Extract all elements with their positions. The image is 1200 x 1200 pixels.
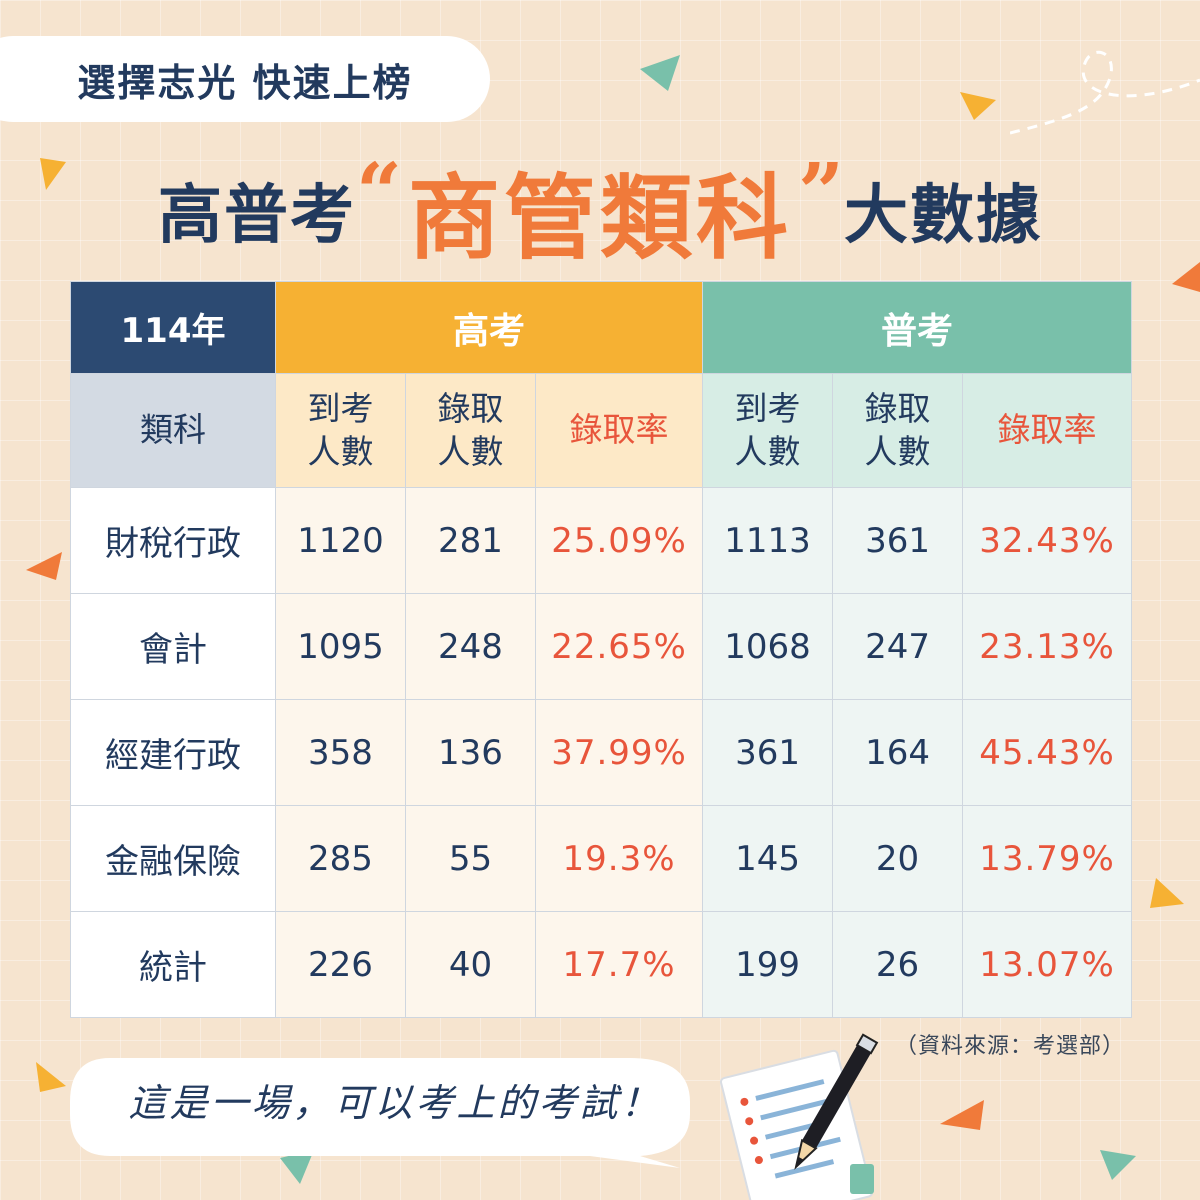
year-header: 114年 [70, 281, 276, 374]
triangle-decoration [1150, 878, 1184, 908]
triangle-decoration [36, 1062, 66, 1092]
col-admit-header: 錄取 人數 [405, 373, 536, 488]
tagline-pill: 選擇志光 快速上榜 [0, 36, 490, 122]
pencil-icon [794, 1033, 879, 1170]
triangle-decoration [960, 92, 996, 120]
dashed-loop-decoration [1010, 50, 1200, 135]
col-label-line: 人數 [734, 431, 801, 471]
high-admit-cell: 281 [405, 487, 536, 594]
triangle-decoration [280, 1150, 314, 1184]
triangle-decoration [26, 552, 62, 580]
speech-bubble [70, 1058, 690, 1168]
high-rate-cell: 22.65% [534, 593, 704, 700]
col-attend-header: 到考 人數 [275, 373, 406, 488]
col-rate-header: 錄取率 [534, 373, 704, 488]
high-rate-cell: 17.7% [534, 911, 704, 1018]
high-attend-cell: 358 [275, 699, 406, 806]
table-row: 財稅行政 1120 281 25.09% 1113 361 32.43% [70, 487, 1133, 594]
category-cell: 財稅行政 [70, 487, 276, 594]
high-admit-cell: 248 [405, 593, 536, 700]
data-source-note: （資料來源：考選部） [895, 1034, 1126, 1059]
normal-rate-cell: 13.07% [962, 911, 1133, 1018]
col-label-line: 到考 [734, 388, 801, 428]
normal-admit-cell: 247 [832, 593, 964, 700]
col-label-line: 錄取 [437, 388, 504, 428]
table-row: 統計 226 40 17.7% 199 26 13.07% [70, 911, 1133, 1018]
group-header-high: 高考 [274, 281, 704, 374]
high-admit-cell: 40 [405, 911, 536, 1018]
col-label-line: 到考 [307, 388, 374, 428]
normal-admit-cell: 361 [832, 487, 964, 594]
high-rate-cell: 25.09% [534, 487, 704, 594]
high-rate-cell: 19.3% [534, 805, 704, 912]
title-suffix: 大數據 [844, 179, 1043, 253]
normal-attend-cell: 145 [702, 805, 834, 912]
col-rate-header: 錄取率 [962, 373, 1133, 488]
col-label-line: 人數 [864, 431, 931, 471]
title-highlight: 商管類科 [407, 164, 792, 272]
triangle-decoration [940, 1100, 984, 1130]
high-attend-cell: 285 [275, 805, 406, 912]
normal-attend-cell: 1113 [702, 487, 834, 594]
col-label-line: 人數 [307, 431, 374, 471]
page-title: 高普考 “ 商管類科 ” 大數據 [70, 145, 1130, 272]
normal-attend-cell: 199 [702, 911, 834, 1018]
title-prefix: 高普考 [157, 179, 356, 253]
normal-admit-cell: 20 [832, 805, 964, 912]
normal-admit-cell: 164 [832, 699, 964, 806]
col-label-line: 人數 [437, 431, 504, 471]
high-attend-cell: 1095 [275, 593, 406, 700]
high-attend-cell: 226 [275, 911, 406, 1018]
table-row: 會計 1095 248 22.65% 1068 247 23.13% [70, 593, 1133, 700]
title-quote-close: ” [798, 145, 845, 239]
high-rate-cell: 37.99% [534, 699, 704, 806]
normal-attend-cell: 361 [702, 699, 834, 806]
normal-rate-cell: 45.43% [962, 699, 1133, 806]
category-cell: 會計 [70, 593, 276, 700]
bubble-message: 這是一場，可以考上的考試！ [128, 1081, 662, 1125]
normal-rate-cell: 23.13% [962, 593, 1133, 700]
normal-attend-cell: 1068 [702, 593, 834, 700]
admission-table: 114年 高考 普考 類科 到考 人數 錄取 人數 錄取率 到考 人數 錄取 人數 錄取… [70, 281, 1133, 1018]
normal-rate-cell: 13.79% [962, 805, 1133, 912]
col-admit-header: 錄取 人數 [832, 373, 964, 488]
col-label-line: 錄取 [864, 388, 931, 428]
category-cell: 經建行政 [70, 699, 276, 806]
high-attend-cell: 1120 [275, 487, 406, 594]
group-header-normal: 普考 [702, 281, 1133, 374]
triangle-decoration [1172, 262, 1200, 292]
table-row: 經建行政 358 136 37.99% 361 164 45.43% [70, 699, 1133, 806]
triangle-decoration [40, 158, 66, 190]
col-attend-header: 到考 人數 [702, 373, 834, 488]
high-admit-cell: 55 [405, 805, 536, 912]
category-cell: 金融保險 [70, 805, 276, 912]
triangle-decoration [640, 55, 680, 91]
triangle-decoration [1100, 1150, 1136, 1180]
title-quote-open: “ [355, 145, 402, 239]
clip-decoration [850, 1164, 874, 1194]
normal-rate-cell: 32.43% [962, 487, 1133, 594]
high-admit-cell: 136 [405, 699, 536, 806]
category-header: 類科 [70, 373, 276, 488]
category-cell: 統計 [70, 911, 276, 1018]
table-row: 金融保險 285 55 19.3% 145 20 13.79% [70, 805, 1133, 912]
normal-admit-cell: 26 [832, 911, 964, 1018]
